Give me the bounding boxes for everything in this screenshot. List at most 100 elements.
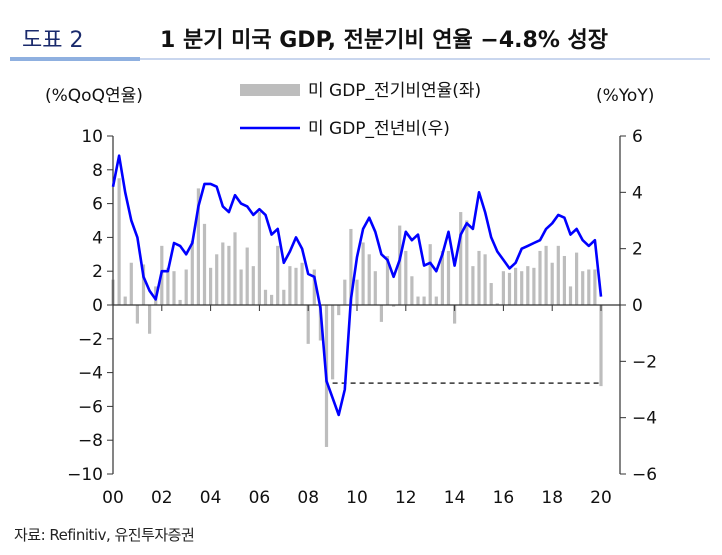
left-tick-label: 8 [92,161,103,181]
bar [245,247,249,305]
bar [172,271,176,305]
bar [123,296,127,305]
bar [178,299,182,305]
bar [166,267,170,305]
bar [135,305,139,324]
bar [355,279,359,305]
x-tick-label: 14 [444,488,466,508]
bar [221,242,225,305]
bar [428,244,432,305]
bar [300,262,304,305]
x-tick-label: 06 [249,488,271,508]
bar [361,242,365,305]
bar [477,250,481,305]
bar [471,266,475,305]
bar [294,267,298,305]
left-tick-label: 10 [81,127,103,147]
bar [239,269,243,305]
bar [446,250,451,305]
bar [416,296,420,305]
bar [544,245,548,305]
x-tick-label: 10 [346,488,368,508]
header-underline [10,58,710,60]
left-tick-label: −10 [67,465,103,485]
bar [453,305,457,324]
bar [306,305,310,344]
right-tick-label: 6 [632,127,643,147]
bar [282,289,286,305]
x-tick-label: 12 [395,488,417,508]
bar [209,267,213,305]
bar [257,212,261,305]
bar [251,266,255,305]
bar [196,188,200,305]
bar [215,254,219,305]
bar [568,286,573,305]
bar [148,305,152,334]
bar [520,271,524,305]
figure-label: 도표 2 [22,28,84,53]
bar [489,283,493,305]
bar [190,240,194,305]
x-tick-label: 04 [200,488,222,508]
right-tick-label: −4 [632,409,657,429]
left-tick-label: 6 [92,195,103,215]
x-tick-label: 00 [102,488,124,508]
left-tick-label: −8 [78,431,103,451]
x-tick-label: 08 [297,488,319,508]
left-tick-label: −2 [78,330,103,350]
bar [465,220,469,305]
x-tick-label: 02 [151,488,173,508]
yoy-line [111,154,603,417]
bar [599,305,603,387]
bar [507,272,512,305]
bar [392,305,396,307]
source-note: 자료: Refinitiv, 유진투자증권 [14,526,195,544]
bar [379,305,383,322]
bar [312,269,316,305]
left-tick-label: −6 [78,397,103,417]
bar [337,305,341,316]
bar [227,245,231,305]
bar [556,245,560,305]
legend-bar-label: 미 GDP_전기비연율(좌) [308,81,481,101]
left-tick-label: 4 [92,228,103,248]
bar [501,271,505,305]
right-tick-label: 0 [632,296,643,316]
bar [514,267,518,305]
bar [532,267,536,305]
bar [233,232,237,305]
bar [575,252,579,305]
bar [483,254,487,305]
bar [270,294,274,305]
bar [459,212,463,305]
bar [184,269,188,305]
bar [141,264,146,305]
bar [593,269,597,305]
bar [440,250,444,305]
right-tick-label: 4 [632,183,643,203]
legend-bar-swatch [240,84,300,96]
right-tick-label: −2 [632,352,657,372]
left-axis-unit-label: (%QoQ연율) [45,86,143,106]
bar [129,262,133,305]
x-tick-label: 20 [590,488,612,508]
left-tick-label: 0 [92,296,103,316]
bar [434,296,438,305]
bar [373,271,377,305]
header-label-underline [10,57,140,61]
bar [343,279,347,305]
bar [587,269,591,305]
left-tick-label: −4 [78,364,103,384]
bar [581,271,585,305]
x-tick-label: 16 [493,488,515,508]
right-axis-unit-label: (%YoY) [596,86,654,106]
bar [117,178,121,305]
bar [495,303,499,305]
bar [404,250,408,305]
legend-line-label: 미 GDP_전년비(우) [308,119,450,139]
bar [526,266,530,305]
bar [538,250,542,305]
